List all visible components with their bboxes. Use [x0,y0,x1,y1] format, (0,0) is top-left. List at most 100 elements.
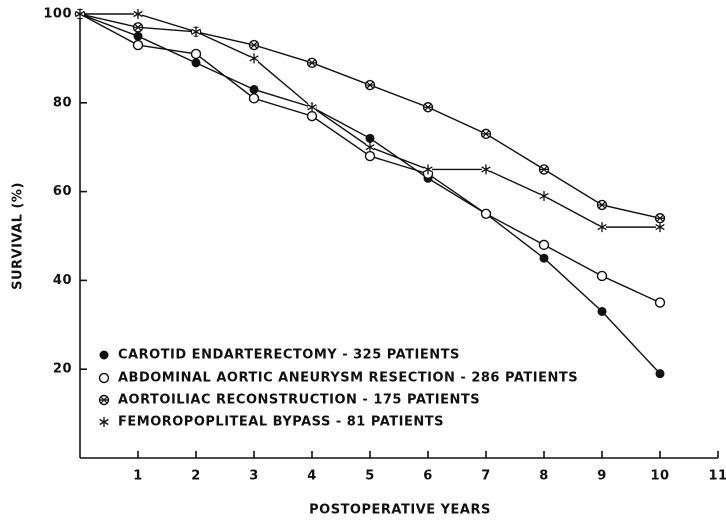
marker-dot [597,306,607,316]
legend-marker [99,417,109,427]
marker [364,150,376,162]
marker-cross [424,103,432,111]
legend-marker [99,350,109,360]
marker-cross [366,81,374,89]
legend-label: AORTOILIAC RECONSTRUCTION - 175 PATIENTS [118,393,480,408]
x-tick-label: 8 [539,469,549,484]
x-axis-label: POSTOPERATIVE YEARS [309,503,491,518]
x-tick-label: 1 [133,469,143,484]
marker [307,102,317,113]
marker-cross [250,41,258,49]
marker-cross [656,214,664,222]
x-tick-label: 9 [597,469,607,484]
marker [364,79,376,91]
marker [538,164,550,175]
marker-star [75,9,85,19]
marker-star [249,53,259,64]
marker [480,208,492,220]
marker [249,84,259,94]
series-line [79,13,661,219]
marker [539,191,549,202]
marker [597,306,607,316]
marker [306,110,318,122]
marker-cross [598,201,606,209]
marker-star [539,191,549,202]
marker-dot [539,253,549,263]
marker [132,39,144,51]
y-tick-label: 80 [53,95,72,110]
marker-cross [540,165,548,173]
marker-dot [249,84,259,94]
y-tick-label: 100 [43,7,72,22]
x-tick-label: 7 [481,469,491,484]
x-tick-label: 3 [249,469,259,484]
marker-dot [480,208,492,220]
marker [190,48,202,60]
marker-dot [248,93,260,104]
marker [597,222,607,233]
series-line [79,13,661,375]
marker [596,199,608,211]
marker [538,239,550,251]
marker-cross [308,59,316,67]
marker [480,128,492,140]
marker [248,39,260,51]
marker-cross [134,23,142,31]
marker [481,164,491,175]
marker-dot [98,372,110,384]
marker-dot [365,133,375,143]
x-tick-label: 5 [365,469,375,484]
series-line [80,13,660,228]
marker [423,164,433,175]
marker [596,270,608,282]
marker-star [99,417,109,427]
marker-star [365,142,375,153]
legend-marker [98,394,110,406]
x-tick-label: 2 [191,469,201,484]
marker-star [133,9,143,19]
x-tick-label: 6 [423,469,433,484]
marker-dot [190,48,202,60]
marker-cross [482,130,490,138]
marker-dot [538,239,550,251]
marker [306,57,318,69]
y-tick-label: 60 [53,184,72,199]
marker-star [307,102,317,113]
marker [75,9,85,19]
marker-dot [132,39,144,51]
marker-dot [133,31,143,41]
y-tick-label: 40 [53,273,72,288]
marker [422,102,434,113]
x-tick-label: 11 [708,469,726,484]
marker-star [423,164,433,175]
marker [191,58,201,68]
marker-dot [655,369,665,379]
marker [655,222,665,233]
marker-dot [306,110,318,122]
legend-label: CAROTID ENDARTERECTOMY - 325 PATIENTS [118,348,460,363]
legend-label: ABDOMINAL AORTIC ANEURYSM RESECTION - 28… [118,371,578,386]
marker-dot [596,270,608,282]
marker-dot [99,350,109,360]
marker [539,253,549,263]
marker [365,133,375,143]
marker-star [597,222,607,233]
marker [133,31,143,41]
marker-star [655,222,665,233]
marker [191,26,201,37]
y-axis-label: SURVIVAL (%) [11,182,26,290]
marker-dot [654,297,666,308]
legend-marker [98,372,110,384]
marker-dot [364,150,376,162]
marker [133,9,143,19]
marker [654,297,666,308]
marker [654,213,666,224]
marker-dot [191,58,201,68]
marker-cross [100,396,108,404]
marker [655,369,665,379]
marker [132,22,144,33]
x-tick-label: 10 [650,469,669,484]
marker [249,53,259,64]
marker [365,142,375,153]
